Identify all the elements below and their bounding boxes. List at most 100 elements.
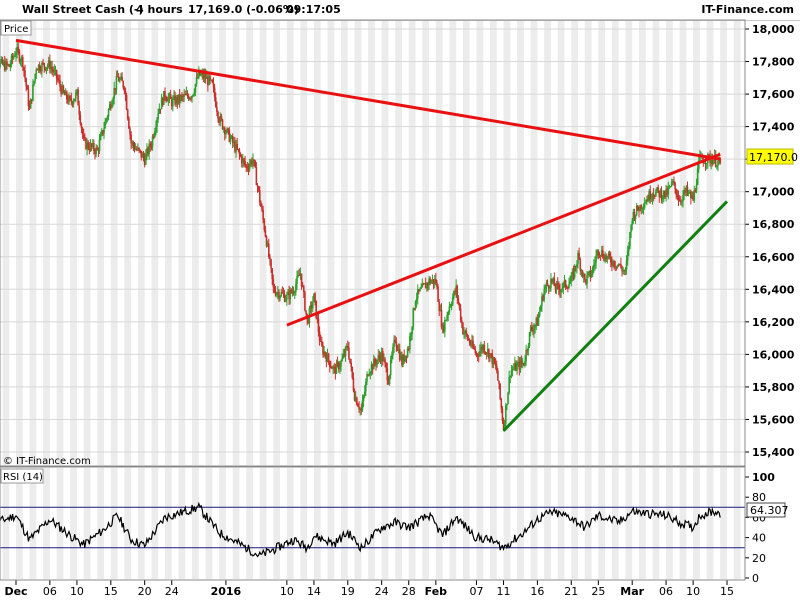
candle-body	[586, 275, 588, 284]
candle-body	[69, 96, 71, 99]
candle-body	[217, 111, 219, 119]
price-band	[29, 21, 37, 465]
candle-body	[191, 95, 193, 99]
candle-body	[413, 308, 416, 310]
candle-body	[368, 374, 371, 376]
candle-body	[104, 121, 106, 129]
candle-body	[396, 346, 399, 351]
candle-body	[366, 374, 368, 382]
candle-body	[659, 190, 662, 198]
candle-body	[375, 362, 377, 365]
price-band	[666, 21, 673, 465]
candle-body	[498, 380, 500, 385]
candle-body	[534, 324, 536, 328]
candle-body	[333, 366, 336, 368]
candle-body	[203, 74, 206, 79]
price-band	[476, 21, 484, 465]
candle-body	[301, 286, 304, 288]
price-band	[584, 21, 592, 465]
candle-body	[133, 145, 136, 150]
candle-body	[448, 306, 451, 313]
candle-body	[225, 132, 227, 135]
rsi-tick-label: 100	[752, 471, 775, 484]
price-band	[110, 21, 118, 465]
candle-body	[490, 353, 492, 355]
price-band	[56, 21, 64, 465]
price-tick-label: 16,000	[752, 348, 795, 361]
candle-body	[370, 364, 373, 373]
candle-body	[588, 270, 591, 273]
candle-body	[137, 147, 139, 150]
rsi-band	[151, 468, 159, 579]
candle-body	[108, 104, 111, 110]
candle-body	[630, 225, 632, 233]
candle-body	[360, 408, 363, 411]
candle-body	[297, 274, 299, 277]
candle-body	[398, 349, 401, 360]
candle-body	[447, 312, 450, 316]
candle-body	[489, 353, 491, 359]
candle-body	[221, 119, 224, 129]
price-band	[706, 21, 714, 465]
price-band	[408, 21, 416, 465]
candle-body	[401, 355, 403, 366]
x-tick-label: 20	[138, 585, 152, 598]
x-tick-label: Feb	[425, 585, 448, 598]
candle-body	[558, 285, 560, 290]
price-band	[164, 21, 172, 465]
candle-body	[635, 205, 638, 215]
price-band	[327, 21, 335, 465]
candle-body	[237, 149, 240, 151]
price-band	[733, 21, 741, 465]
candle-body	[403, 355, 406, 362]
candle-body	[380, 350, 383, 362]
candle-body	[556, 282, 559, 286]
candle-body	[140, 150, 143, 158]
candle-body	[292, 291, 295, 294]
candle-body	[435, 279, 437, 283]
price-band	[449, 21, 457, 465]
candle-body	[465, 330, 468, 335]
candle-body	[334, 367, 337, 374]
candle-body	[345, 345, 348, 348]
candle-body	[40, 70, 42, 72]
candle-body	[495, 365, 498, 371]
x-tick-label: 06	[659, 585, 673, 598]
candle-body	[484, 352, 487, 354]
x-tick-label: 11	[497, 585, 511, 598]
candle-body	[449, 305, 452, 307]
candle-body	[265, 236, 268, 246]
candle-body	[463, 332, 465, 335]
candle-body	[695, 184, 698, 191]
candle-body	[492, 357, 495, 365]
candle-body	[444, 320, 446, 332]
candle-body	[239, 154, 242, 157]
candle-body	[53, 70, 56, 73]
candle-body	[268, 243, 270, 258]
candle-body	[67, 99, 69, 103]
candle-body	[17, 46, 20, 52]
price-band	[178, 21, 186, 465]
candle-body	[561, 288, 564, 290]
candle-body	[574, 265, 577, 268]
candle-body	[27, 89, 30, 107]
candle-body	[485, 352, 488, 354]
price-band	[246, 21, 253, 465]
candle-body	[281, 292, 284, 294]
candle-body	[371, 364, 374, 370]
candle-body	[354, 397, 357, 401]
candle-body	[424, 283, 427, 289]
header-time: 09:17:05	[286, 3, 341, 16]
candle-body	[211, 79, 214, 83]
candle-body	[34, 73, 36, 82]
candle-body	[552, 278, 554, 282]
candle-body	[344, 347, 347, 356]
candle-body	[457, 297, 460, 303]
candle-body	[577, 253, 579, 265]
candle-body	[519, 360, 522, 370]
candle-body	[252, 159, 254, 165]
rsi-band	[205, 468, 213, 579]
candle-body	[114, 88, 117, 90]
candle-body	[235, 144, 237, 152]
candle-body	[646, 199, 648, 203]
